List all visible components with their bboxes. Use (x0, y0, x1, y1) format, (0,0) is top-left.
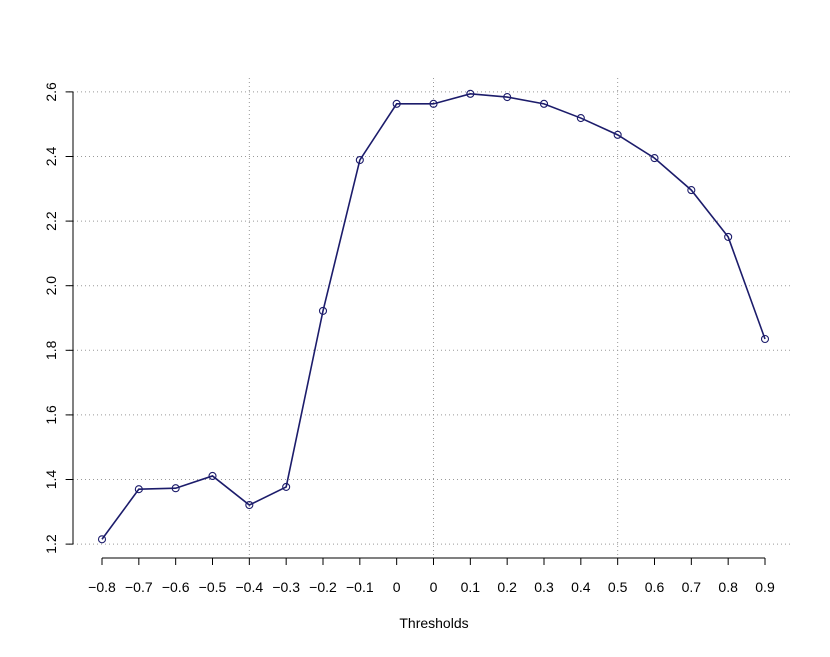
y-tick-label: 1.4 (43, 470, 59, 490)
x-tick-label: 0.9 (755, 579, 775, 595)
point (539, 99, 549, 108)
x-tick-label: −0.4 (236, 579, 264, 595)
point (613, 130, 622, 139)
point (245, 500, 254, 510)
x-tick-label: −0.6 (162, 579, 190, 595)
point (355, 155, 364, 165)
x-tick-label: −0.2 (309, 579, 337, 595)
x-tick-label: −0.1 (346, 579, 374, 595)
x-tick-label: 0.6 (645, 579, 665, 595)
point (650, 154, 659, 163)
x-axis-label: Thresholds (399, 615, 468, 631)
y-tick-label: 1.8 (43, 340, 59, 360)
point (687, 186, 696, 195)
y-tick-label: 1.6 (43, 405, 59, 425)
x-tick-label: 0.4 (571, 579, 591, 595)
point (760, 334, 770, 344)
x-tick-label: −0.5 (199, 579, 227, 595)
point (97, 535, 107, 544)
point (503, 93, 512, 102)
y-tick-label: 2.2 (43, 211, 59, 231)
x-tick-label: 0.1 (461, 579, 481, 595)
x-tick-label: 0.2 (497, 579, 517, 595)
point (466, 89, 475, 98)
y-tick-label: 1.2 (43, 534, 59, 554)
point (282, 482, 291, 491)
point (429, 99, 438, 108)
x-tick-label: −0.7 (125, 579, 153, 595)
point (134, 485, 143, 494)
point (318, 306, 328, 315)
point (171, 484, 180, 493)
point (724, 232, 733, 241)
point (392, 99, 401, 108)
x-tick-label: 0.7 (682, 579, 702, 595)
point (576, 114, 585, 123)
x-tick-label: 0 (430, 579, 438, 595)
line (101, 93, 766, 540)
y-tick-label: 2.6 (43, 82, 59, 102)
x-tick-label: 0.5 (608, 579, 628, 595)
y-tick-label: 2.0 (43, 276, 59, 296)
x-tick-label: 0 (393, 579, 401, 595)
x-tick-label: −0.3 (272, 579, 300, 595)
point (208, 471, 217, 481)
x-tick-label: 0.8 (718, 579, 738, 595)
y-tick-label: 2.4 (43, 147, 59, 167)
x-tick-label: −0.8 (88, 579, 116, 595)
x-tick-label: 0.3 (534, 579, 554, 595)
